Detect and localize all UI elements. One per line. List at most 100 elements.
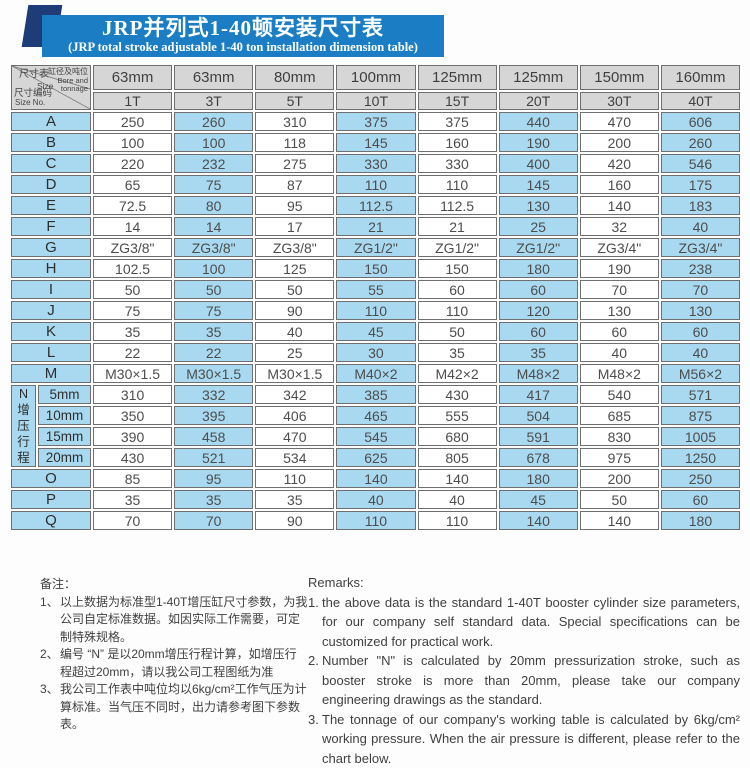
- cell: 110: [336, 175, 415, 194]
- note-number: 3.: [308, 710, 319, 730]
- cell: ZG1/2": [499, 238, 578, 257]
- cell: 375: [418, 112, 497, 131]
- cell: 183: [661, 196, 740, 215]
- cell: 102.5: [93, 259, 172, 278]
- cell: 1005: [661, 427, 740, 446]
- cell: 60: [580, 322, 659, 341]
- col-header-bore: 80mm: [255, 65, 334, 90]
- row-label: C: [11, 154, 91, 173]
- cell: ZG3/8": [255, 238, 334, 257]
- cell: M48×2: [580, 364, 659, 383]
- cell: 110: [336, 511, 415, 530]
- col-header-bore: 160mm: [661, 65, 740, 90]
- cell: 685: [580, 406, 659, 425]
- notes-cn-heading: 备注：: [40, 576, 308, 594]
- cell: 17: [255, 217, 334, 236]
- cell: 130: [661, 301, 740, 320]
- notes-en-heading: Remarks:: [308, 573, 740, 593]
- cell: M42×2: [418, 364, 497, 383]
- row-label: F: [11, 217, 91, 236]
- col-header-bore: 125mm: [499, 65, 578, 90]
- note-item: 3.The tonnage of our company's working t…: [308, 710, 740, 768]
- cell: 420: [580, 154, 659, 173]
- col-header-tonnage: 15T: [418, 92, 497, 110]
- cell: 21: [336, 217, 415, 236]
- cell: 160: [580, 175, 659, 194]
- cell: M30×1.5: [255, 364, 334, 383]
- cell: 342: [255, 385, 334, 404]
- row-label: M: [11, 364, 91, 383]
- col-header-tonnage: 20T: [499, 92, 578, 110]
- cell: 110: [255, 469, 334, 488]
- cell: 395: [174, 406, 253, 425]
- note-number: 1、: [40, 594, 59, 612]
- cell: 145: [499, 175, 578, 194]
- cell: 25: [499, 217, 578, 236]
- notes-english: Remarks: 1.the above data is the standar…: [308, 573, 740, 768]
- cell: 625: [336, 448, 415, 467]
- cell: 875: [661, 406, 740, 425]
- cell: 22: [93, 343, 172, 362]
- cell: 80: [174, 196, 253, 215]
- cell: 35: [93, 322, 172, 341]
- cell: 60: [499, 322, 578, 341]
- cell: ZG3/8": [174, 238, 253, 257]
- corner-header-cell: 尺寸表 Size 缸径及吨位 Bore and tonnage 尺寸编码 Siz…: [11, 65, 91, 110]
- cell: 440: [499, 112, 578, 131]
- cell: 75: [174, 301, 253, 320]
- cell: 975: [580, 448, 659, 467]
- cell: 470: [580, 112, 659, 131]
- notes-chinese: 备注： 1、以上数据为标准型1-40T增压缸尺寸参数，为我公司自定标准数据。如因…: [40, 576, 308, 734]
- cell: 55: [336, 280, 415, 299]
- cell: ZG1/2": [336, 238, 415, 257]
- cell: 100: [174, 133, 253, 152]
- cell: 14: [93, 217, 172, 236]
- cell: 680: [418, 427, 497, 446]
- cell: 190: [499, 133, 578, 152]
- stroke-sub-label: 5mm: [38, 385, 91, 404]
- cell: 40: [661, 343, 740, 362]
- cell: M56×2: [661, 364, 740, 383]
- cell: 70: [174, 511, 253, 530]
- col-header-tonnage: 10T: [336, 92, 415, 110]
- cell: 350: [93, 406, 172, 425]
- row-label: H: [11, 259, 91, 278]
- col-header-tonnage: 30T: [580, 92, 659, 110]
- cell: M48×2: [499, 364, 578, 383]
- cell: 40: [336, 490, 415, 509]
- cell: 85: [93, 469, 172, 488]
- cell: 571: [661, 385, 740, 404]
- cell: 417: [499, 385, 578, 404]
- cell: 35: [93, 490, 172, 509]
- cell: 95: [255, 196, 334, 215]
- cell: 555: [418, 406, 497, 425]
- cell: 130: [580, 301, 659, 320]
- col-header-tonnage: 3T: [174, 92, 253, 110]
- cell: 260: [661, 133, 740, 152]
- cell: M40×2: [336, 364, 415, 383]
- cell: M30×1.5: [93, 364, 172, 383]
- col-header-tonnage: 5T: [255, 92, 334, 110]
- cell: 540: [580, 385, 659, 404]
- stroke-sub-label: 10mm: [38, 406, 91, 425]
- cell: 260: [174, 112, 253, 131]
- cell: 385: [336, 385, 415, 404]
- cell: 70: [93, 511, 172, 530]
- cell: 60: [661, 322, 740, 341]
- cell: ZG3/4": [661, 238, 740, 257]
- title-banner: JRP并列式1-40顿安装尺寸表 (JRP total stroke adjus…: [42, 15, 444, 57]
- corner-bore-cn: 缸径及吨位: [48, 68, 88, 76]
- cell: M30×1.5: [174, 364, 253, 383]
- cell: 70: [580, 280, 659, 299]
- cell: 830: [580, 427, 659, 446]
- cell: 118: [255, 133, 334, 152]
- note-number: 1.: [308, 593, 319, 613]
- cell: 504: [499, 406, 578, 425]
